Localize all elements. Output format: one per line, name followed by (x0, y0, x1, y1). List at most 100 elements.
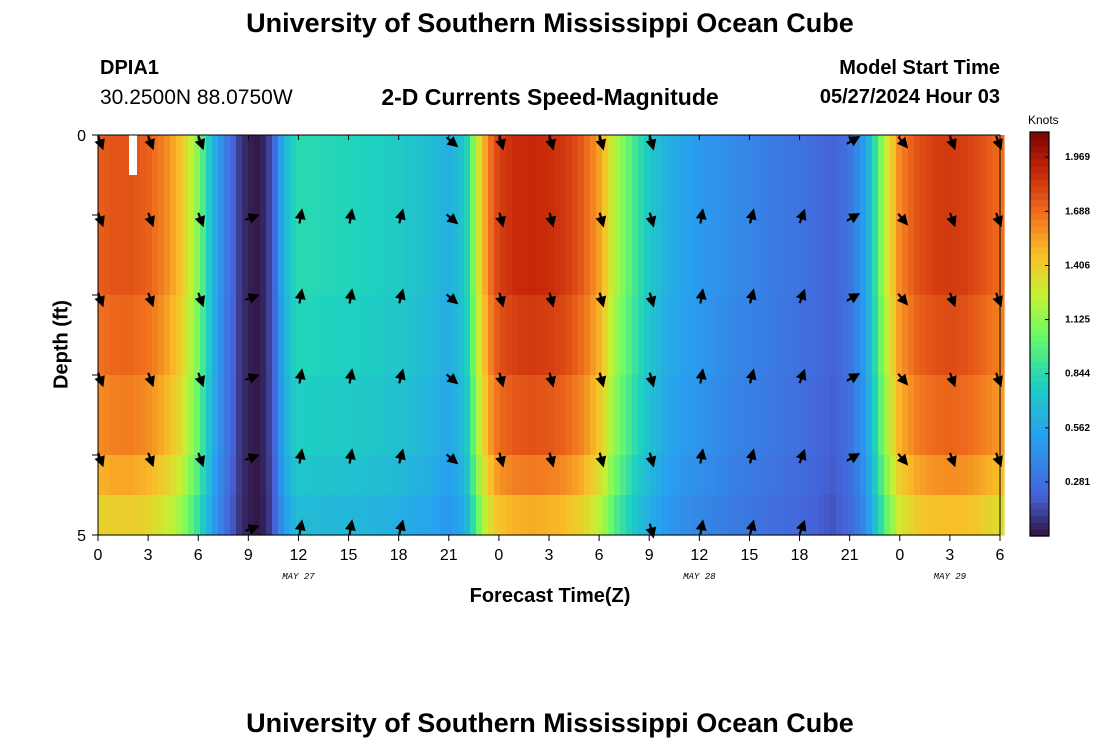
heat-cell (146, 135, 153, 216)
heat-cell (638, 455, 645, 496)
heat-cell (626, 375, 633, 456)
station-id: DPIA1 (100, 57, 159, 79)
heat-cell (818, 455, 825, 496)
heat-cell (758, 375, 765, 456)
heat-cell (242, 135, 249, 216)
heat-cell (158, 135, 165, 216)
heat-cell (188, 295, 195, 376)
heat-cell (992, 295, 999, 376)
colorbar-segment (1030, 219, 1049, 227)
heat-cell (716, 375, 723, 456)
heat-cell (878, 215, 885, 296)
heat-cell (416, 495, 423, 536)
heat-cell (110, 455, 117, 496)
heat-cell (374, 455, 381, 496)
heat-cell (758, 135, 765, 216)
current-vector (445, 453, 459, 465)
heat-cell (176, 455, 183, 496)
heat-cell (362, 215, 369, 296)
heat-cell (230, 215, 237, 296)
colorbar-segment (1030, 300, 1049, 308)
colorbar-segment (1030, 374, 1049, 382)
heat-cell (656, 375, 663, 456)
heat-cell (368, 135, 375, 216)
heat-cell (380, 495, 387, 536)
heat-cell (578, 375, 585, 456)
heat-cell (446, 375, 453, 456)
heat-cell (548, 215, 555, 296)
heat-cell (932, 135, 939, 216)
heat-cell (848, 495, 855, 536)
heat-cell (800, 135, 807, 216)
heat-cell (170, 295, 177, 376)
heat-cell (290, 375, 297, 456)
heat-cell (470, 455, 477, 496)
current-vector (244, 453, 260, 464)
heat-cell (458, 215, 465, 296)
heat-cell (542, 495, 549, 536)
heat-cell (974, 135, 981, 216)
heat-cell (140, 295, 147, 376)
heat-cell (692, 495, 699, 536)
heat-cell (950, 495, 957, 536)
current-vector (294, 448, 306, 464)
heat-cell (524, 495, 531, 536)
colorbar-tick-label: 1.125 (1065, 315, 1090, 326)
heat-cell (728, 455, 735, 496)
heat-cell (392, 455, 399, 496)
heat-cell (110, 215, 117, 296)
heat-cell (362, 295, 369, 376)
heat-cell (356, 215, 363, 296)
heat-cell (530, 455, 537, 496)
heat-cell (998, 295, 1005, 376)
heat-cell (626, 135, 633, 216)
heat-cell (962, 375, 969, 456)
heat-cell (278, 495, 285, 536)
heat-cell (710, 135, 717, 216)
heat-cell (482, 215, 489, 296)
heat-cell (530, 375, 537, 456)
heat-cell (98, 495, 105, 536)
heat-cell (524, 375, 531, 456)
heat-cell (128, 215, 135, 296)
current-vector (395, 288, 406, 304)
heat-cell (932, 375, 939, 456)
current-vector (896, 373, 909, 386)
heat-cell (110, 295, 117, 376)
heat-cell (734, 295, 741, 376)
current-vector (194, 292, 206, 308)
heat-cell (572, 455, 579, 496)
heat-cell (368, 215, 375, 296)
heat-cell (740, 215, 747, 296)
heat-cell (584, 215, 591, 296)
heat-cell (104, 495, 111, 536)
colorbar-segment (1030, 192, 1049, 200)
heat-cell (662, 295, 669, 376)
current-vector (645, 452, 657, 468)
heat-cell (836, 295, 843, 376)
heat-cell (320, 135, 327, 216)
x-tick-label: 15 (741, 547, 759, 564)
heat-cell (398, 375, 405, 456)
page-title: University of Southern Mississippi Ocean… (246, 8, 854, 38)
heat-cell (698, 375, 705, 456)
heat-cell (248, 135, 255, 216)
heat-cell (416, 295, 423, 376)
heat-cell (110, 135, 117, 216)
heat-cell (152, 455, 159, 496)
heat-cell (974, 375, 981, 456)
heat-cell (776, 135, 783, 216)
current-vector (796, 288, 807, 304)
heat-cell (860, 495, 867, 536)
heat-cell (764, 495, 771, 536)
heat-cell (968, 295, 975, 376)
colorbar-segment (1030, 387, 1049, 396)
heat-cell (260, 135, 267, 216)
heat-cell (974, 215, 981, 296)
heat-cell (146, 455, 153, 496)
current-vector (294, 368, 306, 384)
heat-cell (668, 495, 675, 536)
heat-cell (680, 215, 687, 296)
x-tick-label: 6 (595, 547, 604, 564)
heat-cell (752, 495, 759, 536)
